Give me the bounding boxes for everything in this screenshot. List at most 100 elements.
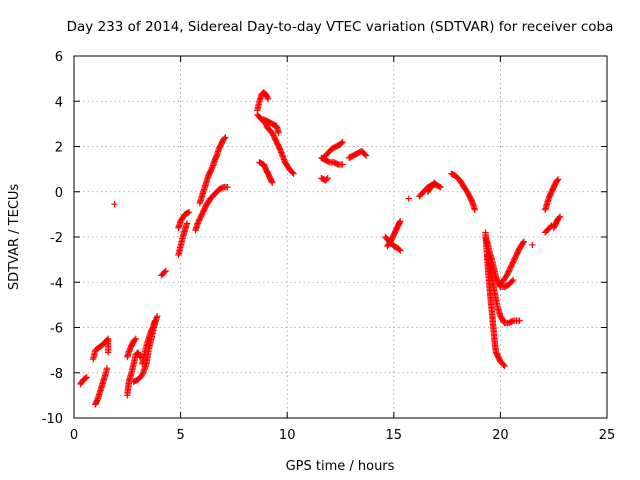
series-arc-20	[345, 147, 370, 162]
plot-frame	[73, 55, 608, 419]
data-point	[153, 312, 161, 320]
data-point	[396, 247, 404, 254]
series-arc-24	[424, 179, 440, 195]
x-axis-label: GPS time / hours	[286, 459, 395, 474]
data-point	[556, 213, 564, 220]
series-arc-12	[196, 134, 229, 207]
series-arc-30	[541, 176, 562, 214]
data-point	[224, 184, 231, 191]
series-arc-10	[175, 208, 193, 232]
data-point	[131, 336, 138, 344]
data-point	[323, 176, 330, 183]
data-point	[555, 214, 563, 221]
data-point	[185, 208, 193, 216]
x-tick-label: 5	[176, 428, 184, 443]
series-arc-1	[77, 374, 90, 388]
data-point	[395, 246, 403, 253]
data-point	[500, 361, 507, 369]
data-point	[104, 349, 112, 356]
series-arc-31	[541, 222, 555, 236]
series-arc-32	[550, 213, 564, 232]
y-tick-label: 4	[55, 95, 63, 110]
data-point	[361, 151, 369, 158]
data-point	[508, 277, 516, 285]
data-point	[290, 170, 297, 177]
data-point	[362, 152, 370, 159]
series-arc-14	[254, 111, 297, 177]
data-point	[184, 209, 192, 216]
series-arc-2	[89, 335, 112, 363]
y-tick-label: -2	[50, 231, 63, 246]
series-arc-7	[139, 317, 159, 367]
data-marks	[77, 89, 564, 408]
y-tick-label: -6	[50, 322, 63, 337]
data-point	[111, 200, 118, 208]
series-outlier-2	[405, 195, 412, 202]
data-point	[405, 195, 412, 202]
data-point	[162, 267, 169, 275]
data-point	[221, 135, 228, 142]
data-point	[83, 374, 90, 381]
y-tick-label: 2	[55, 141, 63, 156]
data-point	[103, 365, 111, 372]
x-tick-label: 0	[70, 428, 78, 443]
data-point	[520, 238, 528, 245]
data-point	[161, 268, 168, 276]
series-arc-22	[384, 217, 404, 250]
data-point	[529, 241, 536, 249]
x-tick-label: 20	[492, 428, 509, 443]
data-point	[132, 335, 140, 343]
data-point	[324, 174, 331, 182]
data-point	[82, 374, 89, 382]
series-arc-4	[124, 335, 140, 361]
data-point	[276, 146, 284, 153]
data-point	[519, 239, 527, 246]
chart-title: Day 233 of 2014, Sidereal Day-to-day VTE…	[67, 19, 614, 35]
x-tick-label: 10	[279, 428, 296, 443]
data-point	[554, 176, 562, 183]
data-point	[396, 217, 404, 225]
series-arc-8	[158, 267, 169, 279]
data-point	[339, 161, 346, 168]
y-tick-label: 0	[55, 186, 63, 201]
data-point	[264, 95, 272, 103]
series-arc-9	[175, 220, 191, 259]
data-point	[338, 139, 345, 147]
axis-ticks: 0 5 10 15 20 25 -10 -8 -6 -4 -2 0 2 4 6	[42, 50, 616, 443]
data-point	[501, 362, 508, 370]
y-tick-label: -4	[50, 276, 63, 291]
data-point	[554, 177, 561, 184]
series-outlier-3	[529, 241, 536, 249]
data-point	[183, 220, 191, 227]
data-point	[437, 184, 444, 191]
series-arc-3	[92, 365, 111, 408]
y-tick-label: -10	[42, 412, 63, 427]
data-point	[151, 317, 159, 324]
series-arc-11	[192, 184, 231, 234]
series-arc-16	[256, 159, 276, 186]
x-tick-label: 25	[599, 428, 616, 443]
y-axis-label: SDTVAR / TECUs	[7, 184, 22, 291]
data-point	[269, 179, 276, 186]
data-point	[471, 206, 479, 214]
x-tick-label: 15	[386, 428, 403, 443]
series-arc-29	[497, 238, 528, 288]
data-point	[275, 129, 282, 137]
data-point	[339, 138, 346, 146]
series-arc-19	[318, 174, 331, 184]
data-point	[289, 169, 296, 176]
y-tick-label: 6	[55, 50, 63, 65]
data-point	[516, 317, 523, 324]
series-arc-25	[448, 170, 479, 214]
data-point	[432, 180, 439, 188]
y-tick-label: -8	[50, 367, 63, 382]
series-arc-15	[260, 116, 282, 137]
series-arc-28	[484, 251, 523, 327]
series-arc-27	[482, 233, 517, 290]
series-arc-18	[320, 138, 346, 162]
data-point	[433, 181, 440, 189]
data-point	[509, 276, 517, 284]
series-outlier-1	[111, 200, 118, 208]
data-point	[222, 134, 229, 141]
